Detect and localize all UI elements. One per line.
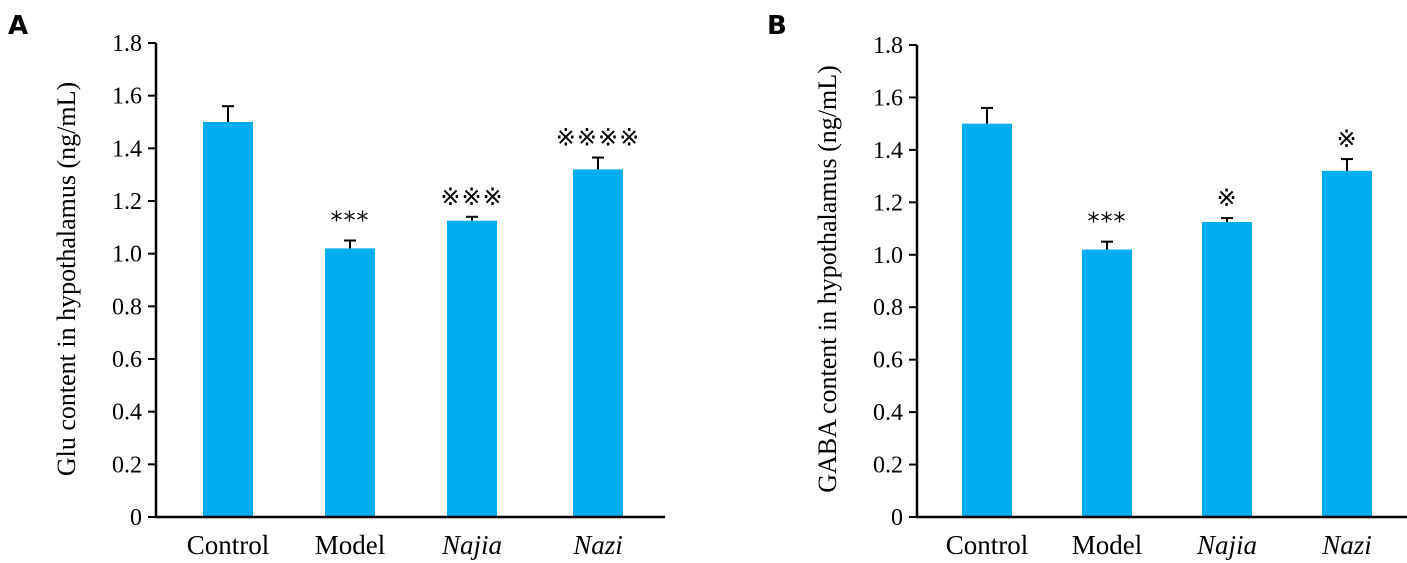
- panel-a-chart: A Glu content in hypothalamus (ng/mL) **…: [8, 11, 665, 560]
- panel-a-y-axis-title: Glu content in hypothalamus (ng/mL): [52, 82, 81, 476]
- panel-b-y-tick-label: 0: [891, 505, 903, 531]
- panel-b-y-tick-label: 1.2: [873, 190, 903, 216]
- panel-a-significance-najia: ※※※: [440, 183, 503, 211]
- panel-b-x-tick-label-nazi: Nazi: [1321, 530, 1372, 560]
- panel-a-letter: A: [8, 11, 28, 41]
- panel-a-bar-model: [325, 248, 375, 517]
- panel-b-bar-model: [1082, 249, 1132, 518]
- panel-b-y-axis-title: GABA content in hypothalamus (ng/mL): [813, 65, 842, 493]
- panel-a-y-tick-label: 1.8: [112, 31, 142, 57]
- panel-a-x-tick-label-nazi: Nazi: [572, 530, 623, 560]
- panel-a-y-tick-label: 0: [130, 505, 142, 531]
- panel-b-y-tick-label: 0.6: [873, 348, 903, 374]
- panel-a-y-tick-label: 0.2: [112, 452, 142, 478]
- panel-b-x-tick-label-najia: Najia: [1196, 530, 1257, 560]
- panel-a-y-tick-label: 1.4: [112, 136, 142, 162]
- panel-b-bar-control: [962, 123, 1012, 518]
- panel-a-x-tick-label-model: Model: [315, 530, 386, 560]
- panel-b-y-tick-label: 0.8: [873, 295, 903, 321]
- panel-a-bar-najia: [447, 220, 497, 517]
- panel-b-bar-najia: [1202, 222, 1252, 517]
- panel-a-y-tick-label: 1.2: [112, 189, 142, 215]
- panel-a-y-tick-label: 1.6: [112, 84, 142, 110]
- panel-b-letter: B: [767, 11, 787, 41]
- panel-a-significance-nazi: ※※※※: [556, 124, 640, 152]
- panel-b-significance-nazi: ※: [1336, 125, 1357, 153]
- panel-b-y-tick-label: 1.8: [873, 33, 903, 59]
- panel-a-bar-control: [203, 122, 253, 517]
- panel-b-y-tick-label: 1.0: [873, 243, 903, 269]
- panel-b-y-tick-label: 0.2: [873, 453, 903, 479]
- panel-a-y-tick-label: 0.6: [112, 347, 142, 373]
- panel-a-significance-model: ***: [331, 207, 370, 235]
- panel-b-y-tick-label: 1.6: [873, 85, 903, 111]
- panel-b-significance-model: ***: [1088, 208, 1127, 236]
- panel-a-y-tick-label: 0.8: [112, 294, 142, 320]
- panel-b-bar-nazi: [1322, 170, 1372, 517]
- panel-a-x-tick-label-najia: Najia: [441, 530, 502, 560]
- panel-b-x-tick-label-control: Control: [946, 530, 1029, 560]
- panel-b-significance-najia: ※: [1216, 184, 1237, 212]
- panel-a-y-tick-label: 0.4: [112, 400, 142, 426]
- panel-b-chart: B GABA content in hypothalamus (ng/mL) *…: [767, 11, 1407, 560]
- panel-b-x-tick-label-model: Model: [1072, 530, 1143, 560]
- panel-b-y-tick-label: 1.4: [873, 138, 903, 164]
- panel-a-y-tick-label: 1.0: [112, 242, 142, 268]
- panel-b-y-tick-label: 0.4: [873, 400, 903, 426]
- panel-a-bar-nazi: [573, 169, 623, 517]
- panel-a-x-tick-label-control: Control: [187, 530, 270, 560]
